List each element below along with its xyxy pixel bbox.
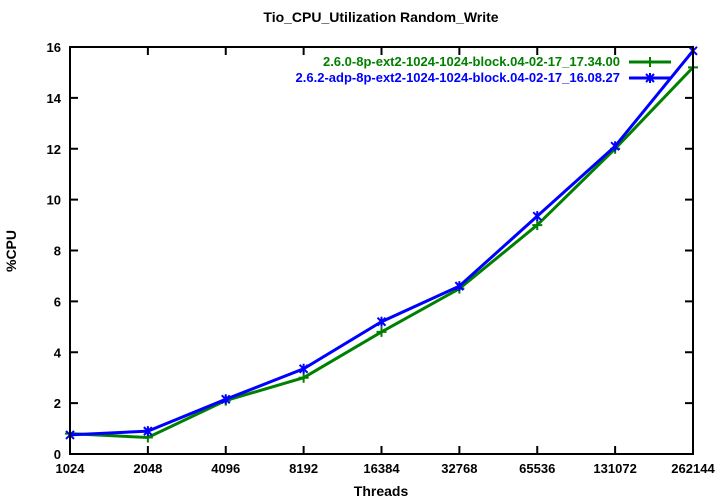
tick-labels: 1024 2048 4096 8192 16384 32768 65536 131072 262… — [47, 40, 716, 476]
series-markers — [65, 62, 698, 443]
x-tick-label: 32768 — [441, 461, 477, 476]
legend-sample-marker — [645, 73, 655, 83]
x-tick-label: 65536 — [519, 461, 555, 476]
x-tick-label: 8192 — [289, 461, 318, 476]
x-axis-label: Threads — [354, 483, 409, 499]
chart-title: Tio_CPU_Utilization Random_Write — [263, 9, 498, 25]
plot-border — [69, 46, 694, 455]
x-tick-label: 131072 — [593, 461, 636, 476]
legend-entry-label: 2.6.0-8p-ext2-1024-1024-block.04-02-17_1… — [323, 54, 620, 69]
axis-ticks — [69, 46, 694, 455]
y-tick-label: 4 — [54, 345, 62, 360]
y-tick-label: 6 — [54, 294, 61, 309]
x-tick-label: 16384 — [363, 461, 400, 476]
data-series — [65, 45, 698, 443]
y-tick-label: 8 — [54, 244, 61, 259]
y-tick-label: 12 — [47, 142, 61, 157]
y-tick-label: 16 — [47, 40, 61, 55]
x-tick-label: 1024 — [56, 461, 86, 476]
y-tick-label: 0 — [54, 447, 61, 462]
series-markers — [65, 45, 698, 440]
y-axis-label: %CPU — [3, 230, 19, 272]
legend-sample-marker — [645, 57, 655, 67]
x-tick-label: 4096 — [211, 461, 240, 476]
y-tick-label: 10 — [47, 193, 61, 208]
legend: 2.6.0-8p-ext2-1024-1024-block.04-02-17_1… — [296, 54, 671, 85]
y-tick-label: 2 — [54, 396, 61, 411]
series-line — [69, 49, 695, 437]
y-tick-label: 14 — [47, 91, 62, 106]
legend-entry-label: 2.6.2-adp-8p-ext2-1024-1024-block.04-02-… — [296, 70, 620, 85]
x-tick-label: 262144 — [671, 461, 715, 476]
series-line — [69, 66, 695, 439]
x-tick-label: 2048 — [133, 461, 162, 476]
